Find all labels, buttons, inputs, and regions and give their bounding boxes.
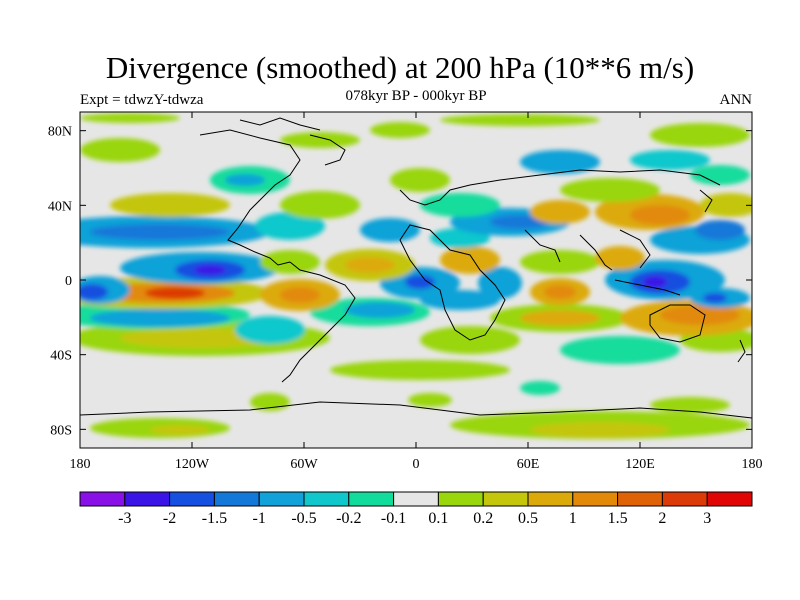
- x-tick-label: 60W: [290, 457, 318, 472]
- x-tick-label: 120W: [175, 457, 210, 472]
- x-tick-label: 120E: [625, 457, 655, 472]
- colorbar-swatch: [79, 491, 126, 507]
- x-tick-label: 0: [413, 457, 420, 472]
- colorbar-label: -2: [163, 510, 176, 527]
- colorbar-label: 1.5: [608, 510, 628, 527]
- colorbar-swatch: [572, 491, 619, 507]
- x-tick-label: 60E: [517, 457, 540, 472]
- contour-fill-layer: [80, 113, 752, 439]
- colorbar-label: 0.5: [518, 510, 538, 527]
- colorbar-label: -0.1: [381, 510, 406, 527]
- colorbar-swatch: [348, 491, 395, 507]
- x-tick-label: 180: [70, 457, 91, 472]
- y-tick-label: 0: [65, 274, 72, 289]
- y-tick-label: 80S: [50, 423, 72, 438]
- colorbar-label: 0.1: [428, 510, 448, 527]
- colorbar-label: -0.2: [336, 510, 361, 527]
- time-range-label: 078kyr BP - 000kyr BP: [345, 88, 487, 104]
- colorbar-label: -1: [253, 510, 266, 527]
- colorbar-swatch: [124, 491, 171, 507]
- colorbar-swatch: [393, 491, 439, 507]
- season-label: ANN: [719, 92, 753, 108]
- colorbar-label: -1.5: [202, 510, 227, 527]
- colorbar-swatch: [258, 491, 305, 507]
- colorbar-labels: -3 -2 -1.5 -1 -0.5 -0.2 -0.1 0.1 0.2 0.5 1 1.5 2 3: [118, 510, 711, 527]
- colorbar-swatch: [661, 491, 708, 507]
- colorbar-label: 1: [569, 510, 577, 527]
- colorbar-swatch: [437, 491, 484, 507]
- axis-ticks: 180 120W 60W 0 60E 120E 180 80N 40N 0 40S 80S: [48, 112, 763, 472]
- y-tick-label: 40S: [50, 349, 72, 364]
- subtitle-row: Expt = tdwzY-tdwza 078kyr BP - 000kyr BP…: [80, 88, 752, 110]
- colorbar-label: -3: [118, 510, 131, 527]
- colorbar-swatch: [303, 491, 350, 507]
- experiment-label: Expt = tdwzY-tdwza: [80, 92, 204, 108]
- y-tick-label: 80N: [48, 125, 72, 140]
- colorbar-swatch: [169, 491, 215, 507]
- colorbar-swatch: [617, 491, 663, 507]
- colorbar-boxes: [79, 491, 753, 507]
- colorbar-swatch: [213, 491, 260, 507]
- colorbar-label: -0.5: [291, 510, 316, 527]
- y-tick-label: 40N: [48, 199, 72, 214]
- colorbar-label: 3: [703, 510, 711, 527]
- colorbar-swatch: [482, 491, 529, 507]
- x-tick-label: 180: [742, 457, 763, 472]
- plot-title: Divergence (smoothed) at 200 hPa (10**6 …: [105, 50, 695, 85]
- colorbar-swatch: [527, 491, 574, 507]
- coastlines: [80, 117, 752, 419]
- colorbar-label: 2: [658, 510, 666, 527]
- colorbar-label: 0.2: [473, 510, 493, 527]
- colorbar-swatch: [706, 491, 753, 507]
